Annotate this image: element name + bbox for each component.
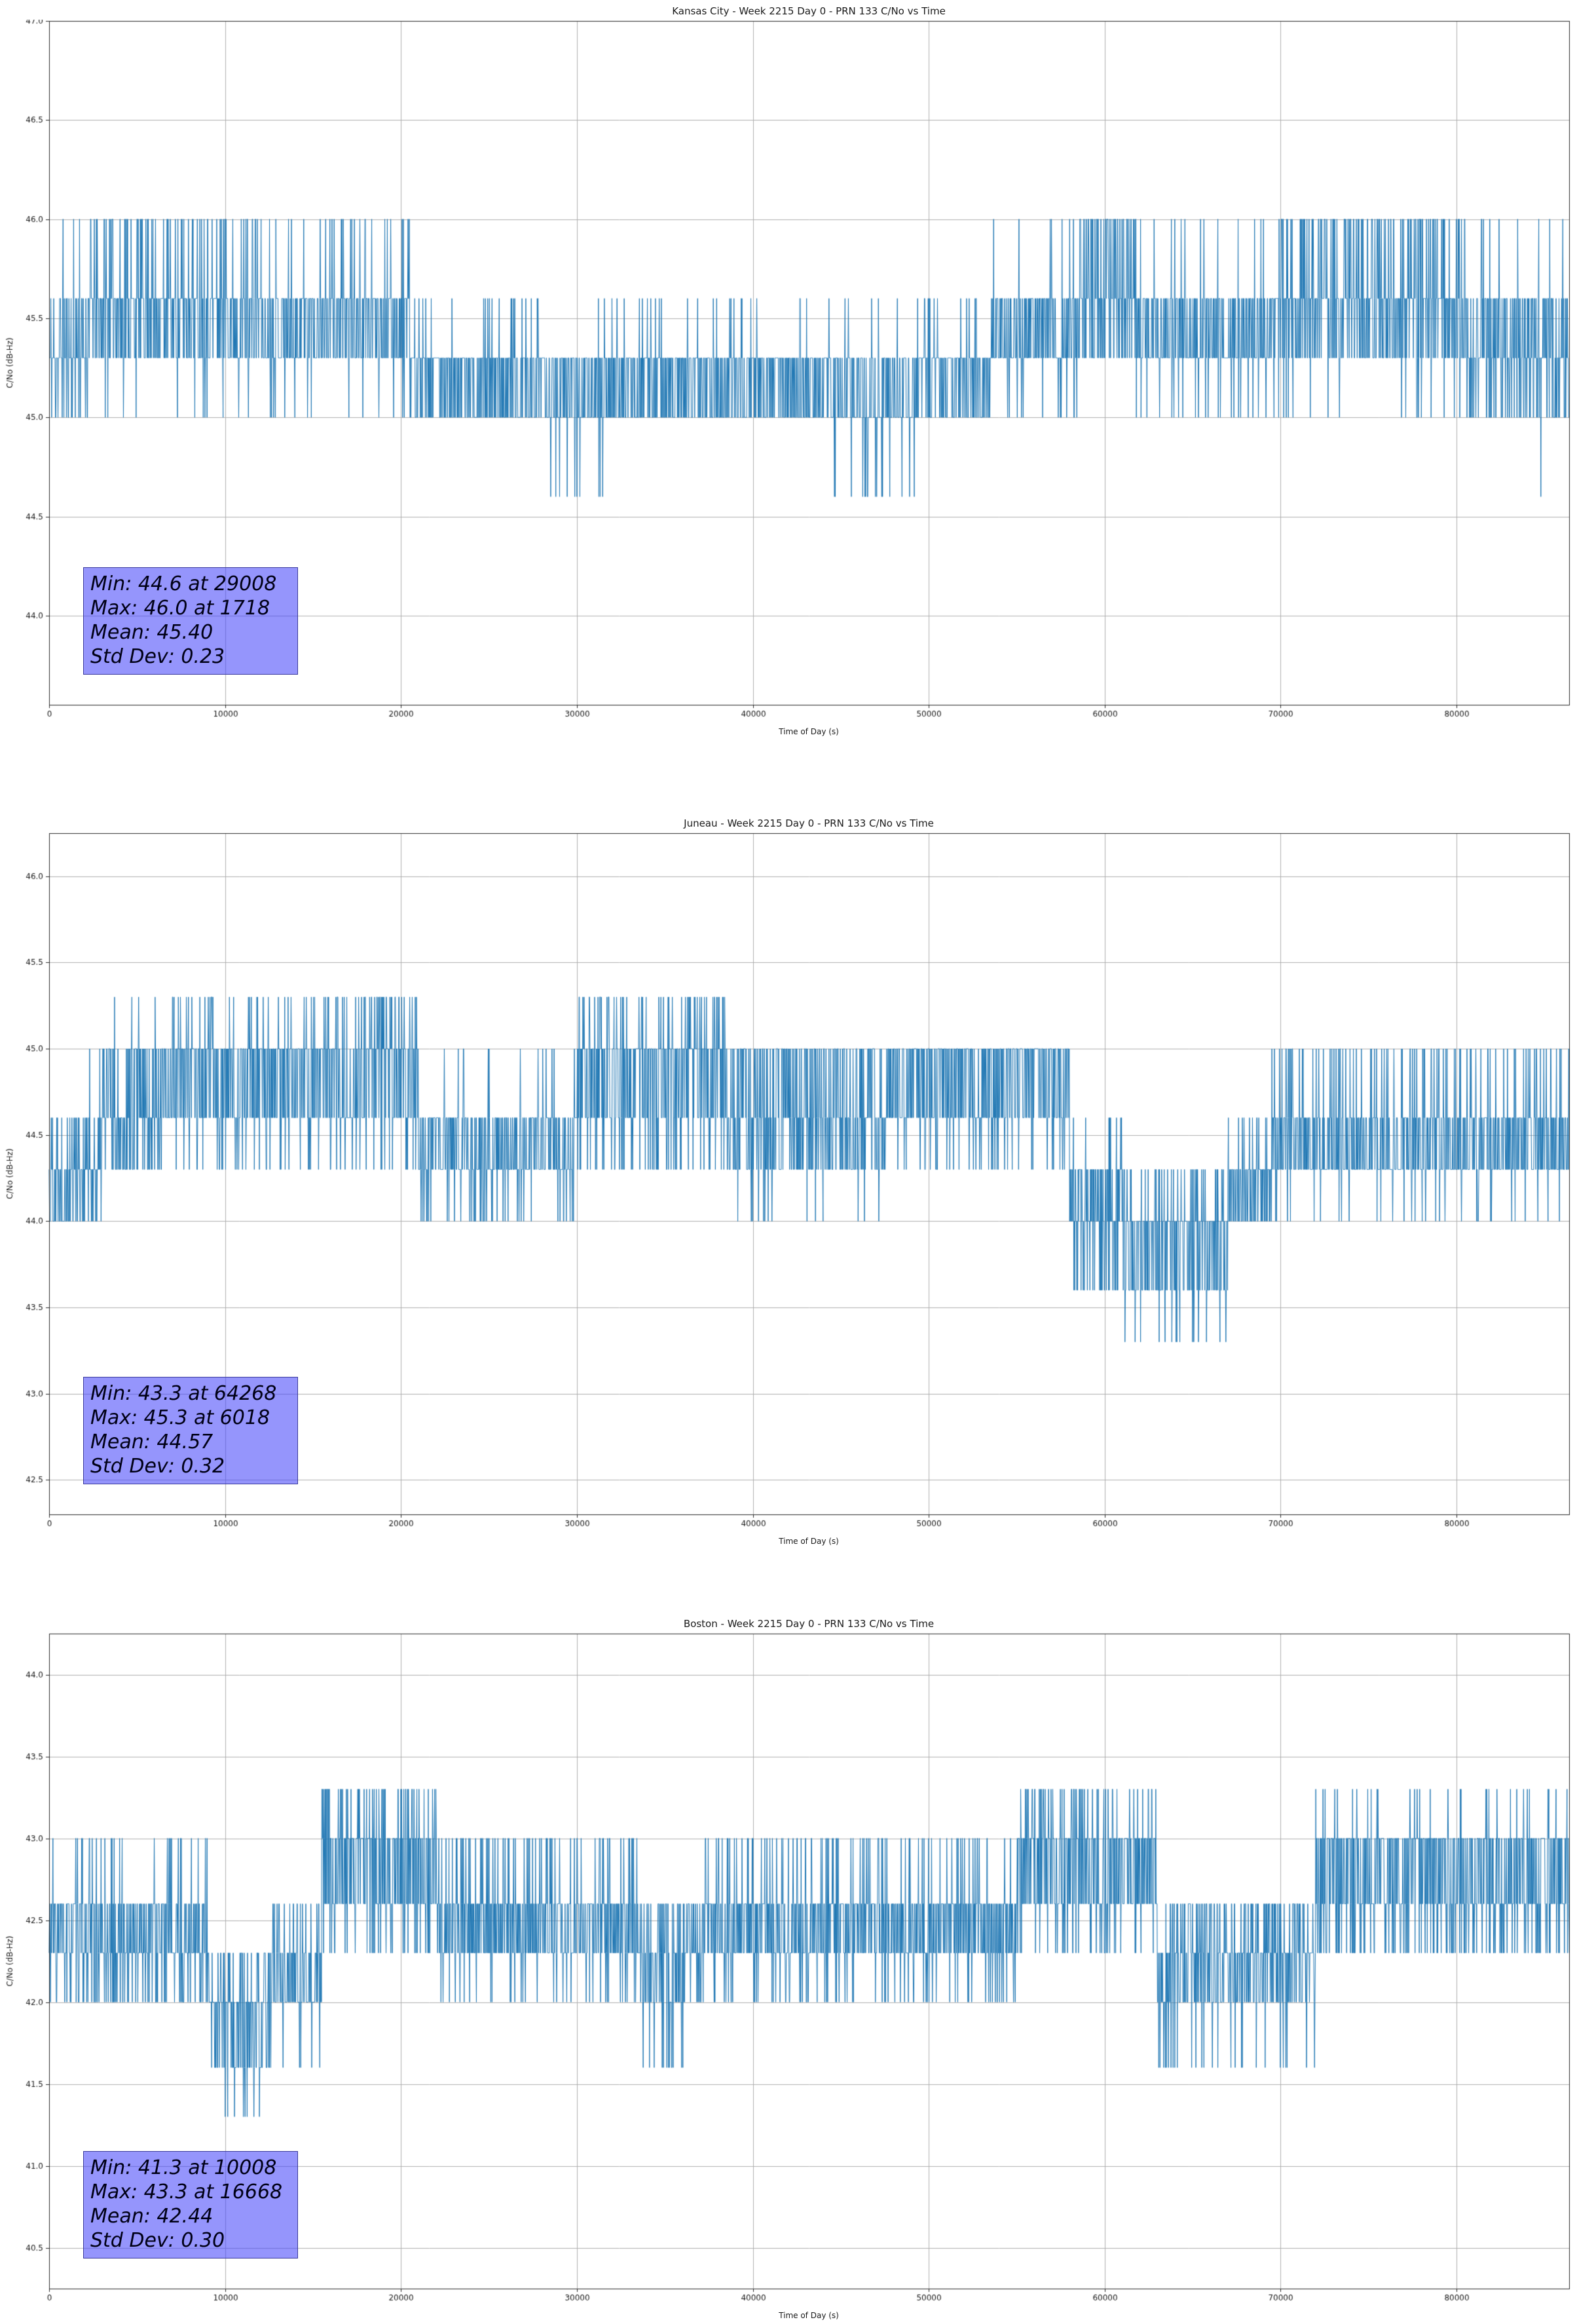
- plot-area-kansas-city: Min: 44.6 at 29008 Max: 46.0 at 1718 Mea…: [0, 20, 1577, 727]
- stat-min: Min: 44.6 at 29008: [90, 572, 277, 595]
- plot-area-juneau: Min: 43.3 at 64268 Max: 45.3 at 6018 Mea…: [0, 832, 1577, 1537]
- stat-stddev: Std Dev: 0.32: [90, 1455, 225, 1478]
- stat-max: Max: 43.3 at 16668: [90, 2181, 283, 2203]
- chart-title-kansas-city: Kansas City - Week 2215 Day 0 - PRN 133 …: [672, 5, 946, 17]
- stat-stddev: Std Dev: 0.23: [90, 645, 225, 668]
- figure-kansas-city: Kansas City - Week 2215 Day 0 - PRN 133 …: [0, 0, 1577, 740]
- x-axis-label-boston: Time of Day (s): [779, 2311, 839, 2320]
- stat-mean: Mean: 42.44: [90, 2205, 213, 2228]
- stat-stddev: Std Dev: 0.30: [90, 2229, 225, 2252]
- figure-juneau: Juneau - Week 2215 Day 0 - PRN 133 C/No …: [0, 740, 1577, 1550]
- stats-annotation-juneau: Min: 43.3 at 64268 Max: 45.3 at 6018 Mea…: [83, 1377, 298, 1484]
- chart-title-boston: Boston - Week 2215 Day 0 - PRN 133 C/No …: [683, 1618, 935, 1630]
- stats-annotation-kansas-city: Min: 44.6 at 29008 Max: 46.0 at 1718 Mea…: [83, 567, 298, 675]
- stat-max: Max: 45.3 at 6018: [90, 1406, 270, 1429]
- chart-title-juneau: Juneau - Week 2215 Day 0 - PRN 133 C/No …: [684, 817, 934, 829]
- x-axis-label-juneau: Time of Day (s): [779, 1537, 839, 1546]
- stat-min: Min: 41.3 at 10008: [90, 2156, 277, 2179]
- stats-annotation-boston: Min: 41.3 at 10008 Max: 43.3 at 16668 Me…: [83, 2151, 298, 2258]
- plot-area-boston: Min: 41.3 at 10008 Max: 43.3 at 16668 Me…: [0, 1632, 1577, 2311]
- stat-mean: Mean: 44.57: [90, 1431, 213, 1453]
- stat-mean: Mean: 45.40: [90, 621, 213, 644]
- stat-max: Max: 46.0 at 1718: [90, 597, 270, 620]
- x-axis-label-kansas-city: Time of Day (s): [779, 727, 839, 736]
- figure-boston: Boston - Week 2215 Day 0 - PRN 133 C/No …: [0, 1550, 1577, 2324]
- stat-min: Min: 43.3 at 64268: [90, 1382, 277, 1405]
